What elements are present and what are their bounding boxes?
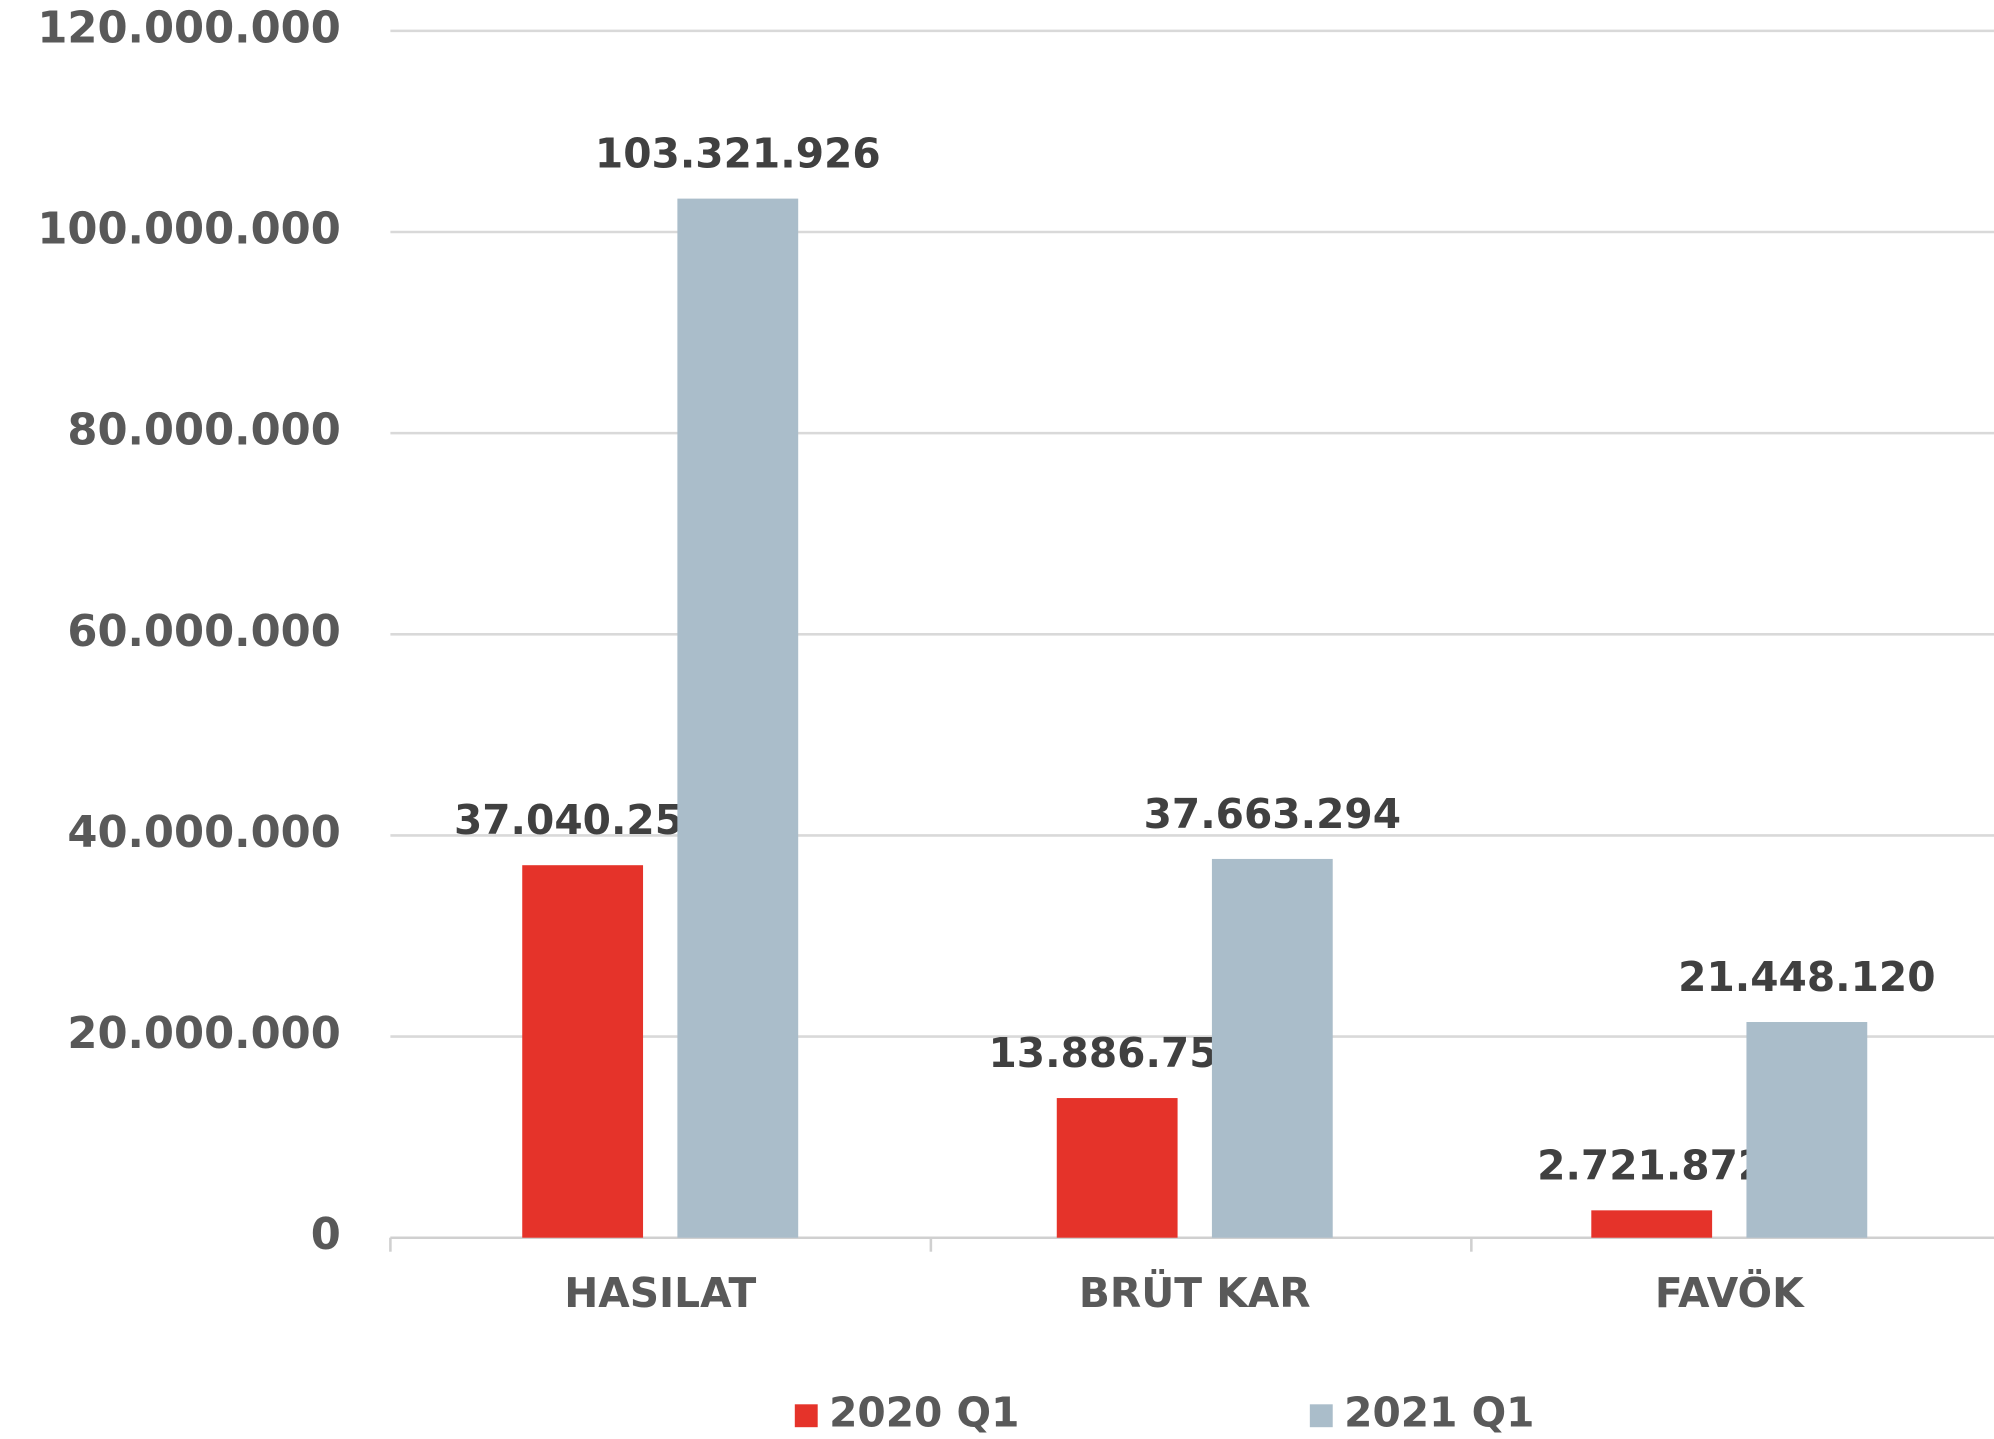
bar [1746,1022,1868,1238]
data-label: 103.321.926 [595,130,881,178]
y-tick-label: 80.000.000 [67,406,340,456]
data-label: 13.886.751 [988,1029,1245,1077]
y-tick-label: 60.000.000 [67,607,340,657]
y-tick-label: 0 [311,1210,341,1260]
bar [1211,858,1333,1238]
x-tick-label: BRÜT KAR [1079,1269,1311,1317]
y-tick-label: 100.000.000 [37,205,340,255]
x-tick-label: HASILAT [564,1269,756,1317]
legend-swatch [794,1404,818,1428]
legend-swatch [1309,1404,1333,1428]
legend-label: 2021 Q1 [1344,1389,1534,1437]
data-label: 21.448.120 [1678,953,1935,1001]
bar [522,865,644,1238]
bar [1591,1210,1713,1238]
data-label: 37.040.257 [454,796,711,844]
data-label: 2.721.872 [1537,1141,1766,1189]
bar [1056,1098,1178,1238]
y-tick-label: 40.000.000 [67,808,340,858]
legend-label: 2020 Q1 [829,1389,1019,1437]
y-tick-label: 120.000.000 [37,3,340,53]
bar [677,198,799,1238]
y-tick-label: 20.000.000 [67,1009,340,1059]
data-label: 37.663.294 [1144,790,1401,838]
x-tick-label: FAVÖK [1655,1269,1805,1317]
